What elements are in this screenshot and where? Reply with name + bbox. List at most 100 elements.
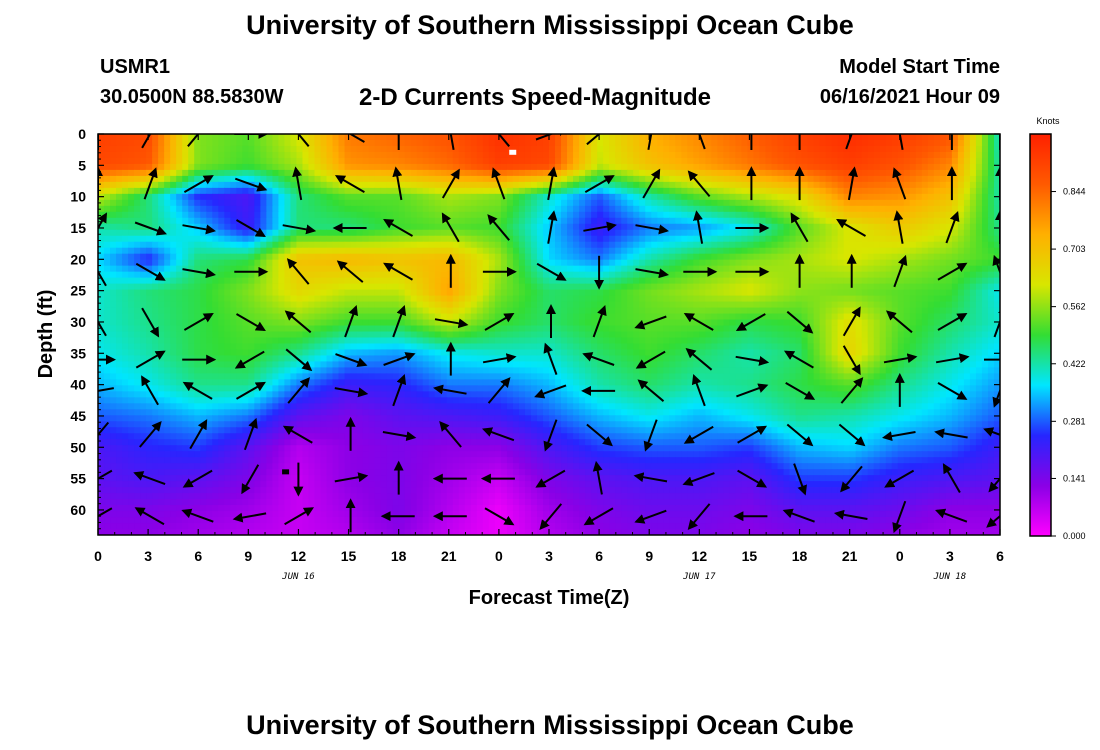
heatmap-cell bbox=[200, 331, 207, 339]
heatmap-cell bbox=[987, 151, 995, 159]
heatmap-cell bbox=[717, 241, 724, 249]
heatmap-cell bbox=[464, 295, 472, 303]
heatmap-cell bbox=[98, 313, 105, 321]
heatmap-cell bbox=[152, 283, 159, 291]
heatmap-cell bbox=[530, 181, 538, 189]
heatmap-cell bbox=[549, 163, 556, 171]
heatmap-cell bbox=[615, 325, 622, 333]
heatmap-cell bbox=[350, 134, 358, 141]
heatmap-cell bbox=[837, 259, 845, 267]
heatmap-cell bbox=[921, 259, 929, 267]
heatmap-cell bbox=[518, 211, 526, 219]
heatmap-cell bbox=[488, 325, 496, 333]
heatmap-cell bbox=[194, 307, 201, 315]
heatmap-cell bbox=[128, 313, 135, 321]
heatmap-cell bbox=[591, 301, 598, 309]
heatmap-cell bbox=[482, 253, 490, 261]
heatmap-cell bbox=[236, 289, 243, 297]
heatmap-cell bbox=[555, 157, 562, 165]
heatmap-cell bbox=[314, 145, 322, 153]
heatmap-cell bbox=[128, 247, 135, 255]
heatmap-cell bbox=[807, 151, 815, 159]
heatmap-cell bbox=[488, 229, 496, 237]
heatmap-cell bbox=[933, 139, 941, 147]
heatmap-cell bbox=[903, 271, 911, 279]
heatmap-cell bbox=[140, 181, 147, 189]
heatmap-cell bbox=[735, 151, 743, 159]
heatmap-cell bbox=[681, 145, 688, 153]
heatmap-cell bbox=[903, 319, 911, 327]
heatmap-cell bbox=[254, 223, 261, 231]
heatmap-cell bbox=[777, 277, 785, 285]
heatmap-cell bbox=[140, 277, 147, 285]
heatmap-cell bbox=[518, 325, 526, 333]
heatmap-cell bbox=[825, 217, 833, 225]
heatmap-cell bbox=[681, 247, 688, 255]
heatmap-cell bbox=[693, 193, 700, 201]
heatmap-cell bbox=[981, 151, 989, 159]
heatmap-cell bbox=[915, 223, 923, 231]
heatmap-cell bbox=[146, 134, 153, 141]
heatmap-cell bbox=[308, 283, 316, 291]
heatmap-cell bbox=[615, 181, 622, 189]
heatmap-cell bbox=[609, 163, 616, 171]
heatmap-cell bbox=[374, 253, 382, 261]
heatmap-cell bbox=[368, 193, 376, 201]
heatmap-cell bbox=[224, 187, 231, 195]
heatmap-cell bbox=[536, 175, 544, 183]
heatmap-cell bbox=[933, 229, 941, 237]
heatmap-cell bbox=[410, 181, 418, 189]
heatmap-cell bbox=[470, 193, 478, 201]
heatmap-cell bbox=[789, 283, 797, 291]
heatmap-cell bbox=[98, 157, 105, 165]
heatmap-cell bbox=[897, 205, 905, 213]
heatmap-cell bbox=[819, 205, 827, 213]
heatmap-cell bbox=[332, 313, 340, 321]
heatmap-cell bbox=[867, 151, 875, 159]
heatmap-cell bbox=[512, 205, 520, 213]
heatmap-cell bbox=[410, 157, 418, 165]
heatmap-cell bbox=[230, 307, 237, 315]
heatmap-cell bbox=[813, 235, 821, 243]
heatmap-cell bbox=[825, 151, 833, 159]
heatmap-cell bbox=[729, 295, 737, 303]
heatmap-cell bbox=[104, 163, 111, 171]
heatmap-cell bbox=[657, 205, 664, 213]
heatmap-cell bbox=[176, 259, 183, 267]
heatmap-cell bbox=[332, 331, 340, 339]
heatmap-cell bbox=[350, 289, 358, 297]
heatmap-cell bbox=[669, 229, 676, 237]
heatmap-cell bbox=[476, 325, 484, 333]
heatmap-cell bbox=[134, 205, 141, 213]
heatmap-cell bbox=[146, 319, 153, 327]
heatmap-cell bbox=[747, 289, 755, 297]
heatmap-cell bbox=[194, 205, 201, 213]
heatmap-cell bbox=[807, 139, 815, 147]
heatmap-cell bbox=[530, 253, 538, 261]
heatmap-cell bbox=[747, 241, 755, 249]
heatmap-cell bbox=[146, 199, 153, 207]
heatmap-cell bbox=[506, 289, 514, 297]
heatmap-cell bbox=[380, 199, 388, 207]
heatmap-cell bbox=[188, 199, 195, 207]
heatmap-cell bbox=[326, 325, 334, 333]
heatmap-cell bbox=[242, 271, 249, 279]
heatmap-cell bbox=[104, 313, 111, 321]
heatmap-cell bbox=[242, 175, 249, 183]
heatmap-cell bbox=[603, 259, 610, 267]
heatmap-cell bbox=[374, 271, 382, 279]
heatmap-cell bbox=[416, 235, 424, 243]
heatmap-cell bbox=[945, 193, 953, 201]
heatmap-cell bbox=[242, 217, 249, 225]
heatmap-cell bbox=[885, 241, 893, 249]
heatmap-cell bbox=[723, 319, 730, 327]
heatmap-cell bbox=[807, 199, 815, 207]
heatmap-cell bbox=[176, 265, 183, 273]
heatmap-cell bbox=[681, 199, 688, 207]
heatmap-cell bbox=[771, 253, 779, 261]
heatmap-cell bbox=[344, 181, 352, 189]
heatmap-cell bbox=[687, 259, 694, 267]
heatmap-cell bbox=[128, 301, 135, 309]
heatmap-cell bbox=[597, 235, 604, 243]
heatmap-cell bbox=[236, 163, 243, 171]
